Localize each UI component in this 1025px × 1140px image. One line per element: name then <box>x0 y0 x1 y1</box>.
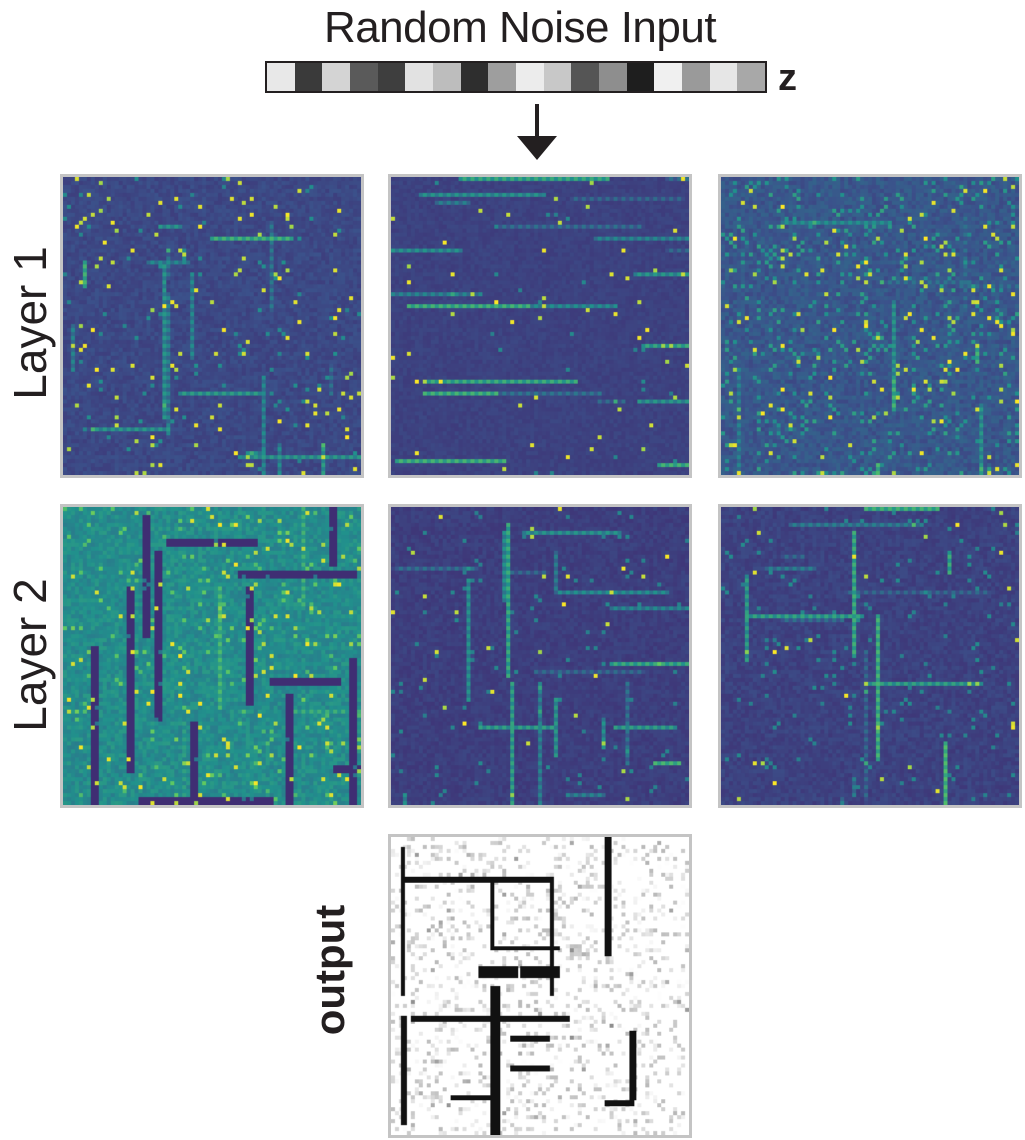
noise-cell <box>322 63 351 91</box>
noise-cell <box>267 63 295 91</box>
noise-cell <box>626 63 655 91</box>
feature-map-layer2-3 <box>718 504 1022 808</box>
noise-cell <box>654 63 683 91</box>
output-floorplan-image <box>388 834 692 1138</box>
noise-cell <box>350 63 378 91</box>
output-label: output <box>306 904 353 1036</box>
noise-cell <box>571 63 600 91</box>
row-label-layer-1: Layer 1 <box>4 246 56 400</box>
noise-vector-bar <box>265 61 767 93</box>
noise-cell <box>488 63 517 91</box>
diagram-title: Random Noise Input <box>323 3 717 52</box>
noise-cell <box>682 63 710 91</box>
noise-cell <box>709 63 738 91</box>
noise-cell <box>737 63 766 91</box>
down-arrow-icon <box>517 104 557 160</box>
noise-cell <box>599 63 627 91</box>
noise-cell <box>433 63 461 91</box>
noise-cell <box>377 63 406 91</box>
noise-cell <box>543 63 572 91</box>
noise-cell <box>460 63 489 91</box>
noise-cell <box>516 63 544 91</box>
row-label-layer-2: Layer 2 <box>4 578 56 732</box>
noise-cell <box>294 63 323 91</box>
feature-map-layer2-1 <box>60 504 364 808</box>
feature-map-layer1-3 <box>718 174 1022 478</box>
feature-map-layer2-2 <box>388 504 692 808</box>
feature-map-layer1-2 <box>388 174 692 478</box>
feature-map-layer1-1 <box>60 174 364 478</box>
latent-z-label: z <box>778 57 797 99</box>
noise-cell <box>405 63 434 91</box>
